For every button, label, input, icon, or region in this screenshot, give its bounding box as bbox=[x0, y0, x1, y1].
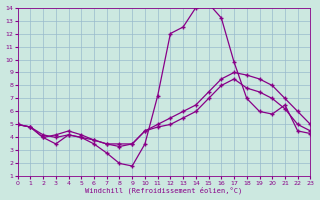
X-axis label: Windchill (Refroidissement éolien,°C): Windchill (Refroidissement éolien,°C) bbox=[85, 187, 243, 194]
